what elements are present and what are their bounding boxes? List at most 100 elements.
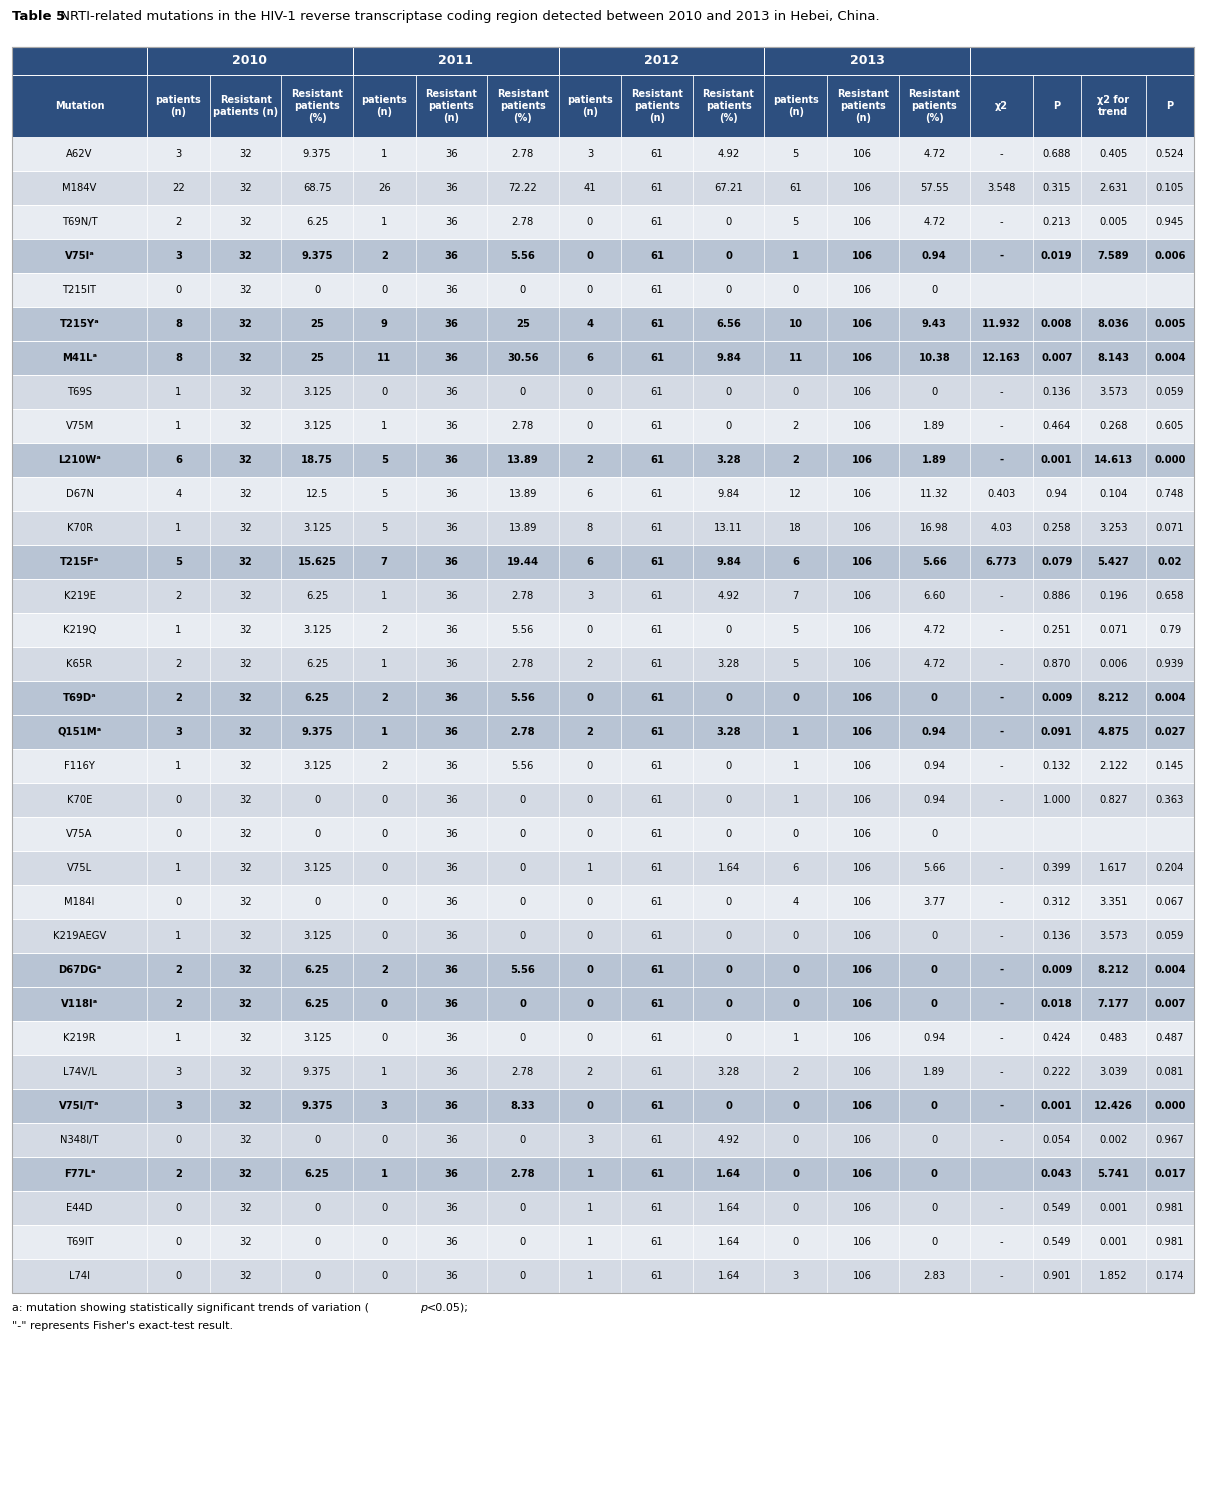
Text: 0.009: 0.009 [1041, 964, 1072, 975]
Text: 106: 106 [854, 659, 872, 669]
Text: 0.827: 0.827 [1099, 796, 1128, 805]
Text: 0.483: 0.483 [1099, 1032, 1128, 1043]
Bar [12, 579, 1194, 613]
Text: 1.64: 1.64 [718, 1203, 739, 1213]
Text: 0: 0 [586, 693, 593, 702]
Text: 36: 36 [444, 558, 458, 567]
Text: 4.92: 4.92 [718, 591, 739, 601]
Text: 61: 61 [651, 1270, 663, 1281]
Text: 8.212: 8.212 [1097, 693, 1129, 702]
Text: 36: 36 [445, 1032, 457, 1043]
Text: 32: 32 [239, 353, 252, 363]
Text: 32: 32 [239, 829, 252, 839]
Text: -: - [1000, 964, 1003, 975]
Text: 1.64: 1.64 [718, 1237, 739, 1246]
Text: 36: 36 [445, 488, 457, 499]
Text: 32: 32 [239, 1237, 252, 1246]
Text: 61: 61 [651, 931, 663, 940]
Text: 106: 106 [854, 829, 872, 839]
Text: 0.006: 0.006 [1099, 659, 1128, 669]
Text: 19.44: 19.44 [507, 558, 539, 567]
Text: 32: 32 [239, 285, 252, 295]
Text: 0.268: 0.268 [1099, 420, 1128, 431]
Text: -: - [1000, 252, 1003, 261]
Text: 5.56: 5.56 [510, 693, 535, 702]
Text: T69S: T69S [68, 387, 92, 396]
Text: 8.143: 8.143 [1097, 353, 1129, 363]
Text: 5: 5 [381, 488, 387, 499]
Text: 0.363: 0.363 [1155, 796, 1184, 805]
Text: 6.25: 6.25 [305, 693, 329, 702]
Text: 1: 1 [381, 591, 387, 601]
Text: 9.375: 9.375 [303, 1067, 332, 1078]
Text: 4.92: 4.92 [718, 149, 739, 160]
Text: 0.464: 0.464 [1042, 420, 1071, 431]
Text: 36: 36 [445, 931, 457, 940]
Text: 0.424: 0.424 [1042, 1032, 1071, 1043]
Text: patients
(n): patients (n) [362, 95, 408, 118]
Text: 0.000: 0.000 [1154, 1102, 1185, 1111]
Text: patients
(n): patients (n) [773, 95, 819, 118]
Text: 0.967: 0.967 [1155, 1135, 1184, 1145]
Text: 0: 0 [931, 693, 938, 702]
Text: 36: 36 [445, 897, 457, 907]
Text: 5.56: 5.56 [510, 252, 535, 261]
Text: 0: 0 [792, 999, 800, 1010]
Text: 0.004: 0.004 [1154, 353, 1185, 363]
Text: V75M: V75M [65, 420, 94, 431]
Text: 4.72: 4.72 [923, 625, 946, 634]
Text: 36: 36 [445, 285, 457, 295]
Text: 0.94: 0.94 [923, 761, 946, 772]
Text: 0: 0 [792, 931, 798, 940]
Text: 1: 1 [792, 796, 798, 805]
Text: 0: 0 [725, 761, 732, 772]
Text: 11: 11 [377, 353, 391, 363]
Text: 6.25: 6.25 [306, 217, 328, 228]
Text: 2: 2 [792, 420, 798, 431]
Text: 106: 106 [854, 387, 872, 396]
Text: 0: 0 [586, 964, 593, 975]
Text: 8: 8 [587, 523, 593, 533]
Text: 4.72: 4.72 [923, 217, 946, 228]
Text: -: - [1000, 1135, 1003, 1145]
Text: 32: 32 [239, 999, 252, 1010]
Text: 0: 0 [381, 387, 387, 396]
Text: 0: 0 [792, 285, 798, 295]
Text: T215Fᵃ: T215Fᵃ [60, 558, 99, 567]
Text: -: - [1000, 999, 1003, 1010]
Text: Resistant
patients
(%): Resistant patients (%) [497, 89, 549, 124]
Text: 106: 106 [854, 149, 872, 160]
Text: 5.741: 5.741 [1097, 1169, 1129, 1178]
Text: 13.11: 13.11 [714, 523, 743, 533]
Text: 0: 0 [314, 829, 321, 839]
Text: 0: 0 [931, 829, 937, 839]
Text: 0.043: 0.043 [1041, 1169, 1072, 1178]
Text: 0: 0 [587, 387, 593, 396]
Text: 0: 0 [520, 1203, 526, 1213]
Text: p: p [420, 1304, 427, 1313]
Text: 0: 0 [381, 1270, 387, 1281]
Bar [12, 205, 1194, 240]
Text: 0: 0 [587, 796, 593, 805]
Text: 106: 106 [854, 523, 872, 533]
Text: 30.56: 30.56 [507, 353, 539, 363]
Text: 0: 0 [931, 1135, 937, 1145]
Bar [12, 1157, 1194, 1191]
Text: 0: 0 [792, 829, 798, 839]
Text: 36: 36 [445, 625, 457, 634]
Text: T69N/T: T69N/T [62, 217, 98, 228]
Text: Resistant
patients
(n): Resistant patients (n) [631, 89, 683, 124]
Text: 106: 106 [854, 488, 872, 499]
Text: N348I/T: N348I/T [60, 1135, 99, 1145]
Text: 2: 2 [586, 726, 593, 737]
Text: 106: 106 [854, 217, 872, 228]
Bar [12, 75, 1194, 137]
Text: 3.28: 3.28 [716, 726, 740, 737]
Text: 0.222: 0.222 [1042, 1067, 1071, 1078]
Text: 13.89: 13.89 [509, 523, 537, 533]
Text: 0: 0 [520, 387, 526, 396]
Text: 3: 3 [175, 149, 182, 160]
Text: 0: 0 [381, 1203, 387, 1213]
Text: 61: 61 [651, 1203, 663, 1213]
Text: 1: 1 [175, 761, 182, 772]
